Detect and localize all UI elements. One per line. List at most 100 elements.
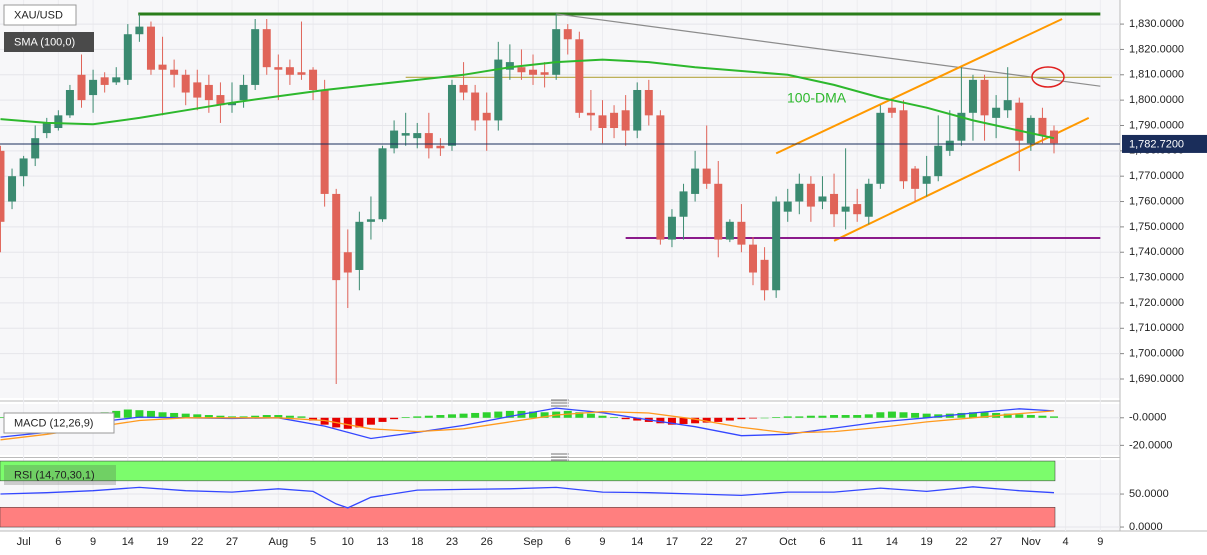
macd-histogram-bar bbox=[505, 410, 514, 418]
x-tick-label: 9 bbox=[90, 536, 96, 548]
x-tick-label: 9 bbox=[599, 536, 605, 548]
candle-body bbox=[667, 216, 676, 240]
macd-histogram-bar bbox=[1026, 415, 1035, 418]
candle-body bbox=[471, 92, 480, 121]
macd-histogram-bar bbox=[471, 412, 480, 418]
candle-body bbox=[830, 193, 839, 215]
macd-label-box bbox=[3, 412, 115, 434]
macd-histogram-bar bbox=[887, 411, 896, 418]
candle-body bbox=[170, 69, 179, 75]
candle-body bbox=[274, 67, 283, 70]
x-tick-label: 6 bbox=[819, 536, 825, 548]
macd-histogram-bar bbox=[633, 417, 642, 421]
macd-histogram-bar bbox=[853, 415, 862, 418]
y-tick-label: 1,740.0000 bbox=[1129, 246, 1184, 258]
candle-body bbox=[262, 29, 271, 68]
macd-histogram-bar bbox=[135, 410, 144, 418]
indicator-label: SMA (100,0) bbox=[14, 36, 75, 48]
candle-body bbox=[19, 158, 28, 177]
x-tick-label: 19 bbox=[921, 536, 933, 548]
candle-body bbox=[1026, 117, 1035, 144]
macd-histogram-bar bbox=[772, 417, 781, 418]
candle-body bbox=[725, 221, 734, 240]
candle-body bbox=[31, 138, 40, 159]
candle-body bbox=[193, 82, 202, 98]
sma-annotation: 100-DMA bbox=[787, 90, 847, 106]
macd-histogram-bar bbox=[366, 417, 375, 425]
x-tick-label: 14 bbox=[886, 536, 898, 548]
indicator-line bbox=[0, 410, 1055, 441]
candle-body bbox=[853, 204, 862, 215]
candle-body bbox=[181, 74, 190, 93]
candle-body bbox=[887, 107, 896, 113]
macd-histogram-bar bbox=[529, 411, 538, 418]
x-tick-label: Nov bbox=[1021, 536, 1041, 548]
candle-body bbox=[112, 77, 121, 83]
x-tick-label: Aug bbox=[269, 536, 289, 548]
macd-histogram-bar bbox=[112, 410, 121, 418]
candle-body bbox=[575, 39, 584, 113]
candle-body bbox=[1038, 117, 1047, 136]
macd-histogram-bar bbox=[714, 417, 723, 422]
candle-body bbox=[633, 89, 642, 131]
candle-body bbox=[714, 183, 723, 240]
candle-body bbox=[42, 122, 51, 134]
candle-body bbox=[320, 89, 329, 194]
candle-body bbox=[911, 168, 920, 189]
macd-histogram-bar bbox=[621, 417, 630, 420]
x-tick-label: 14 bbox=[631, 536, 643, 548]
y-tick-label: 1,700.0000 bbox=[1129, 348, 1184, 360]
macd-histogram-bar bbox=[876, 412, 885, 418]
macd-histogram-bar bbox=[1050, 416, 1059, 418]
candle-body bbox=[864, 183, 873, 217]
x-tick-label: 23 bbox=[446, 536, 458, 548]
macd-histogram-bar bbox=[748, 417, 757, 419]
candle-body bbox=[366, 219, 375, 222]
candle-body bbox=[482, 112, 491, 121]
candle-body bbox=[89, 79, 98, 96]
y-tick-label: 0.0000 bbox=[1129, 521, 1163, 533]
x-tick-label: 14 bbox=[122, 536, 134, 548]
y-tick-label: 1,720.0000 bbox=[1129, 297, 1184, 309]
y-tick-label: 1,800.0000 bbox=[1129, 94, 1184, 106]
trend-line bbox=[556, 13, 1101, 87]
macd-histogram-bar bbox=[968, 412, 977, 418]
candle-body bbox=[679, 191, 688, 217]
macd-histogram-bar bbox=[899, 412, 908, 418]
macd-histogram-bar bbox=[216, 415, 225, 418]
candle-body bbox=[1015, 102, 1024, 141]
macd-histogram-bar bbox=[818, 415, 827, 418]
y-tick-label: -0.0000 bbox=[1129, 412, 1166, 424]
candle-body bbox=[968, 79, 977, 113]
macd-histogram-bar bbox=[795, 416, 804, 418]
macd-histogram-bar bbox=[1038, 415, 1047, 418]
resize-handle[interactable] bbox=[551, 399, 569, 407]
candle-body bbox=[783, 201, 792, 212]
candle-body bbox=[552, 29, 561, 75]
last-price-label: 1,782.7200 bbox=[1129, 138, 1184, 150]
candle-body bbox=[795, 183, 804, 202]
macd-histogram-bar bbox=[841, 415, 850, 418]
resize-handle[interactable] bbox=[551, 453, 569, 461]
candle-body bbox=[54, 115, 63, 129]
macd-histogram-bar bbox=[667, 417, 676, 425]
symbol-box bbox=[3, 4, 77, 26]
x-tick-label: 22 bbox=[955, 536, 967, 548]
candle-body bbox=[1050, 130, 1059, 144]
macd-histogram-bar bbox=[320, 417, 329, 425]
macd-histogram-bar bbox=[656, 417, 665, 424]
macd-histogram-bar bbox=[274, 415, 283, 418]
macd-histogram-bar bbox=[343, 417, 352, 429]
x-tick-label: 6 bbox=[565, 536, 571, 548]
x-tick-label: 6 bbox=[55, 536, 61, 548]
rsi-band bbox=[0, 506, 1056, 528]
y-tick-label: 1,760.0000 bbox=[1129, 195, 1184, 207]
macd-histogram-bar bbox=[251, 415, 260, 418]
y-tick-label: 1,830.0000 bbox=[1129, 18, 1184, 30]
trend-line bbox=[775, 18, 1063, 155]
y-tick-label: 1,770.0000 bbox=[1129, 170, 1184, 182]
x-tick-label: 18 bbox=[411, 536, 423, 548]
macd-histogram-bar bbox=[170, 412, 179, 418]
macd-histogram-bar bbox=[204, 415, 213, 418]
